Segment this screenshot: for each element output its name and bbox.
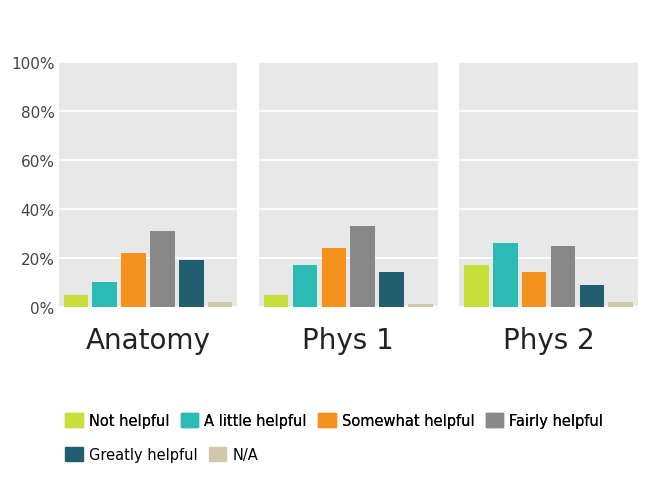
Legend: Greatly helpful, N/A: Greatly helpful, N/A [59, 441, 264, 468]
Bar [464, 265, 489, 307]
Bar [350, 227, 375, 307]
Bar [380, 273, 404, 307]
Legend: Not helpful, A little helpful, Somewhat helpful, Fairly helpful: Not helpful, A little helpful, Somewhat … [59, 408, 609, 434]
Bar [522, 273, 546, 307]
Bar [150, 231, 174, 307]
Bar [92, 283, 117, 307]
Bar [408, 305, 433, 307]
Bar [264, 295, 288, 307]
Bar [121, 253, 146, 307]
Bar [322, 249, 346, 307]
Bar [179, 261, 204, 307]
Bar [609, 302, 633, 307]
Bar [64, 295, 88, 307]
Bar [579, 285, 604, 307]
Text: Phys 2: Phys 2 [503, 327, 594, 355]
Bar [208, 302, 232, 307]
Text: Anatomy: Anatomy [85, 327, 210, 355]
Bar [293, 265, 317, 307]
Bar [493, 243, 518, 307]
Text: Phys 1: Phys 1 [303, 327, 394, 355]
Bar [551, 246, 575, 307]
